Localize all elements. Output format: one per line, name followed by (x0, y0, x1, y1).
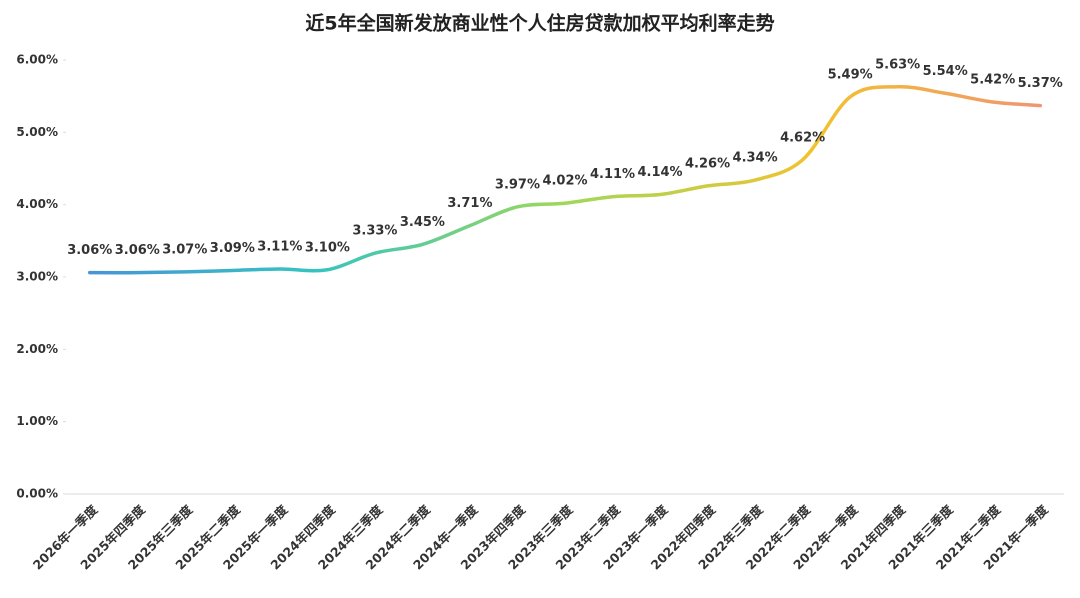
y-tick-label: 4.00% (16, 197, 58, 211)
data-label: 4.14% (637, 165, 682, 180)
y-tick-label: 1.00% (16, 414, 58, 428)
data-label: 4.11% (590, 167, 635, 182)
data-label: 3.06% (115, 243, 160, 258)
data-label: 3.45% (400, 215, 445, 230)
y-tick-label: 5.00% (16, 125, 58, 139)
data-label: 4.62% (780, 130, 825, 145)
data-label: 3.09% (210, 241, 255, 256)
data-label: 3.10% (305, 240, 350, 255)
data-label: 4.26% (685, 156, 730, 171)
y-tick-label: 6.00% (16, 53, 58, 67)
data-label: 5.63% (875, 57, 920, 72)
data-label: 5.49% (828, 67, 873, 82)
data-label: 3.33% (352, 224, 397, 239)
y-tick-label: 0.00% (16, 487, 58, 501)
chart-title: 近5年全国新发放商业性个人住房贷款加权平均利率走势 (305, 12, 774, 35)
y-tick-label: 2.00% (16, 342, 58, 356)
data-label: 5.54% (923, 64, 968, 79)
y-tick-label: 3.00% (16, 270, 58, 284)
data-label: 3.97% (495, 177, 540, 192)
data-label: 4.02% (542, 174, 587, 189)
line (88, 85, 1042, 275)
data-label: 3.11% (257, 240, 302, 255)
data-label: 4.34% (733, 151, 778, 166)
data-label: 5.42% (970, 72, 1015, 87)
data-label: 5.37% (1018, 76, 1063, 91)
data-label: 3.71% (447, 196, 492, 211)
data-label: 3.07% (162, 242, 207, 257)
data-label: 3.06% (67, 243, 112, 258)
